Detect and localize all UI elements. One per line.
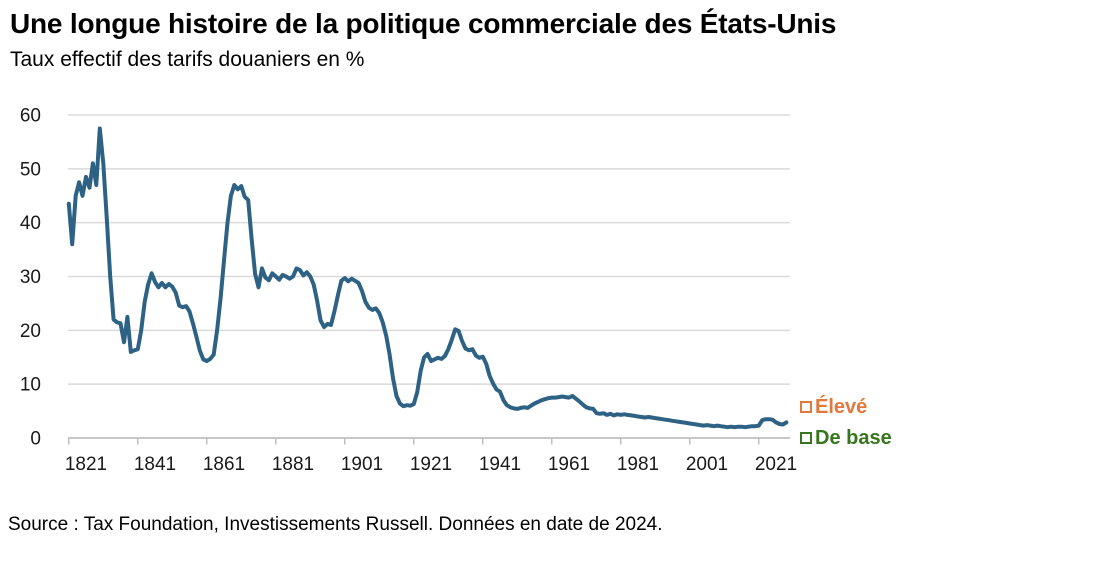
tariff-line-chart: 0 10 20 30 40 50 60 1821 1841 1861 1881 1901 1921 194… (20, 106, 797, 476)
de-base-checkbox-icon (800, 432, 812, 444)
svg-text:0: 0 (30, 429, 41, 450)
eleve-checkbox-icon (800, 401, 812, 413)
legend-item-de-base[interactable]: De base (800, 425, 892, 451)
svg-text:1861: 1861 (203, 454, 245, 475)
svg-text:60: 60 (20, 106, 41, 127)
svg-text:1941: 1941 (479, 454, 521, 475)
svg-text:1881: 1881 (272, 454, 314, 475)
svg-text:1841: 1841 (134, 454, 176, 475)
page-subtitle: Taux effectif des tarifs douaniers en % (10, 48, 365, 71)
svg-text:1921: 1921 (410, 454, 452, 475)
svg-text:1901: 1901 (341, 454, 383, 475)
page-title: Une longue histoire de la politique comm… (10, 8, 837, 39)
source-note: Source : Tax Foundation, Investissements… (8, 514, 663, 535)
svg-text:30: 30 (20, 267, 41, 288)
svg-text:40: 40 (20, 213, 41, 234)
svg-text:20: 20 (20, 321, 41, 342)
svg-text:1981: 1981 (617, 454, 659, 475)
svg-text:10: 10 (20, 375, 41, 396)
legend-item-eleve[interactable]: Élevé (800, 394, 892, 420)
svg-text:50: 50 (20, 159, 41, 180)
svg-text:1821: 1821 (65, 454, 107, 475)
legend-label-de-base: De base (815, 427, 892, 449)
svg-text:2001: 2001 (686, 454, 728, 475)
svg-text:2021: 2021 (755, 454, 797, 475)
legend-label-eleve: Élevé (815, 396, 868, 418)
svg-text:1961: 1961 (548, 454, 590, 475)
chart-legend: Élevé De base (800, 394, 892, 451)
